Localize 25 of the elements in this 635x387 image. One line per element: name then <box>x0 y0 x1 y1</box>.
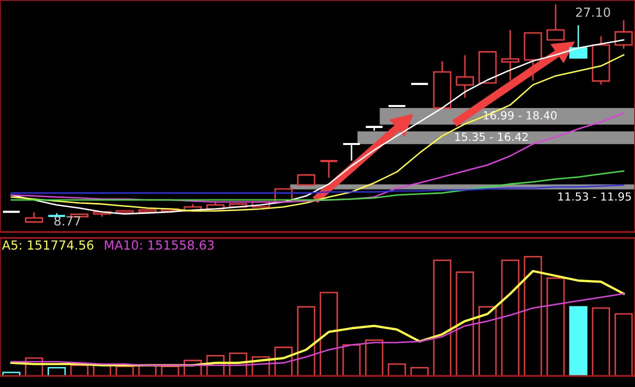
bar <box>478 306 497 376</box>
candlestick <box>456 55 474 98</box>
candlestick <box>342 142 361 161</box>
bar <box>524 256 542 376</box>
bar <box>569 306 588 376</box>
candlestick <box>319 160 338 178</box>
text: A5: 151774.56 <box>2 240 94 250</box>
candlestick <box>297 174 316 186</box>
bar <box>614 313 633 376</box>
band-label: 15.35 - 16.42 <box>455 132 528 141</box>
band-label: 11.53 - 11.95 <box>558 192 631 201</box>
bar <box>297 306 316 376</box>
text: MA10: 151558.63 <box>104 240 214 250</box>
bar <box>592 307 610 376</box>
annotation: 27.10 <box>576 8 610 17</box>
candlestick <box>569 25 588 59</box>
bar <box>320 292 338 376</box>
bar <box>546 278 565 376</box>
annotation: 8.77 <box>54 216 80 226</box>
candlestick <box>546 4 565 41</box>
candlestick <box>614 20 633 49</box>
bar <box>456 272 474 376</box>
bar <box>501 260 520 376</box>
band-label: 16.99 - 18.40 <box>484 111 557 120</box>
bar <box>433 260 452 376</box>
